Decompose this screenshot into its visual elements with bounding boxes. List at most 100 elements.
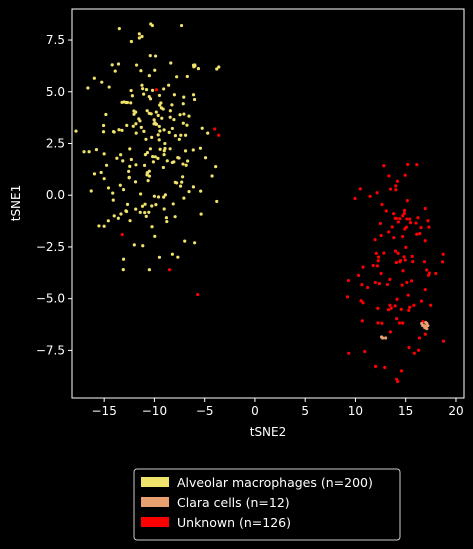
data-point: [196, 67, 201, 71]
data-point: [144, 214, 148, 218]
data-point: [156, 156, 160, 160]
data-point: [196, 292, 200, 297]
data-point: [134, 63, 139, 67]
data-point: [184, 163, 188, 167]
data-point: [181, 162, 185, 166]
data-point: [148, 97, 153, 101]
data-point: [405, 217, 409, 221]
data-point: [130, 94, 134, 98]
data-point: [150, 135, 154, 139]
data-point: [379, 271, 383, 276]
data-point: [378, 221, 383, 226]
legend-swatch: [141, 517, 169, 527]
legend-box: [133, 468, 401, 541]
data-point: [172, 93, 176, 97]
data-point: [376, 321, 380, 325]
data-point: [358, 187, 362, 191]
data-point: [398, 260, 402, 264]
data-point: [143, 153, 148, 157]
data-point: [363, 349, 367, 354]
data-point: [217, 65, 221, 69]
data-point: [198, 146, 203, 150]
data-point: [107, 85, 111, 89]
data-point: [162, 207, 166, 211]
data-point: [145, 109, 149, 113]
data-point: [441, 339, 446, 343]
legend-swatch: [141, 477, 169, 487]
data-point: [392, 236, 396, 240]
data-point: [199, 189, 203, 193]
data-point: [147, 174, 152, 178]
data-point: [122, 100, 126, 104]
data-point: [170, 252, 175, 256]
data-point: [151, 160, 156, 164]
data-point: [120, 232, 124, 237]
data-point: [396, 220, 400, 224]
data-point: [162, 87, 166, 91]
data-point: [154, 88, 159, 92]
data-point: [386, 308, 391, 312]
data-point: [106, 219, 110, 223]
data-point: [159, 101, 163, 105]
data-point: [129, 157, 133, 162]
data-point: [170, 160, 174, 165]
data-point: [203, 156, 208, 160]
data-point: [185, 123, 189, 127]
data-point: [159, 106, 163, 110]
data-point: [146, 179, 150, 183]
data-point: [406, 162, 410, 167]
data-point: [127, 175, 131, 179]
data-point: [127, 169, 131, 173]
data-point: [425, 268, 429, 272]
data-point: [406, 293, 410, 297]
data-point: [393, 249, 398, 253]
data-point: [137, 32, 141, 36]
data-point: [185, 74, 189, 79]
data-point: [384, 209, 388, 213]
data-point: [440, 260, 445, 264]
data-point: [393, 216, 397, 220]
data-point: [156, 133, 160, 137]
data-point: [396, 251, 400, 255]
x-tick-label: 15: [398, 404, 413, 418]
data-point: [152, 194, 156, 198]
data-point: [181, 121, 185, 125]
data-point: [178, 113, 182, 117]
data-point: [187, 189, 191, 194]
data-point: [183, 239, 187, 243]
data-point: [388, 187, 393, 191]
data-point: [405, 199, 409, 203]
data-point: [125, 202, 130, 206]
data-point: [408, 217, 412, 221]
plot-area: −15 −10 −5 0 5 10 15 20 −7.5 −5.0 −2.5 0.0 2.5 5.0 7.…: [36, 8, 465, 418]
series-0: [74, 22, 221, 272]
legend-swatch: [141, 497, 169, 507]
y-tick-label: −2.5: [36, 240, 65, 254]
data-point: [150, 204, 154, 208]
data-point: [111, 198, 115, 202]
data-point: [177, 156, 181, 160]
data-point: [419, 226, 423, 230]
data-point: [421, 323, 425, 328]
data-point: [408, 305, 412, 309]
data-point: [148, 54, 152, 58]
y-axis-ticks: −7.5 −5.0 −2.5 0.0 2.5 5.0 7.5: [36, 33, 72, 357]
data-point: [401, 235, 405, 239]
data-point: [139, 125, 143, 129]
data-point: [422, 260, 427, 264]
data-point: [404, 245, 408, 249]
data-point: [168, 115, 172, 119]
data-point: [346, 278, 351, 283]
data-point: [119, 212, 123, 216]
data-point: [389, 306, 393, 310]
data-point: [401, 214, 405, 218]
data-point: [118, 183, 122, 187]
data-point: [141, 87, 145, 91]
data-point: [102, 152, 106, 156]
data-point: [115, 156, 119, 160]
data-point: [149, 112, 153, 116]
data-point: [215, 67, 219, 71]
data-point: [151, 154, 155, 159]
y-tick-label: 7.5: [46, 33, 65, 47]
data-point: [427, 225, 431, 229]
